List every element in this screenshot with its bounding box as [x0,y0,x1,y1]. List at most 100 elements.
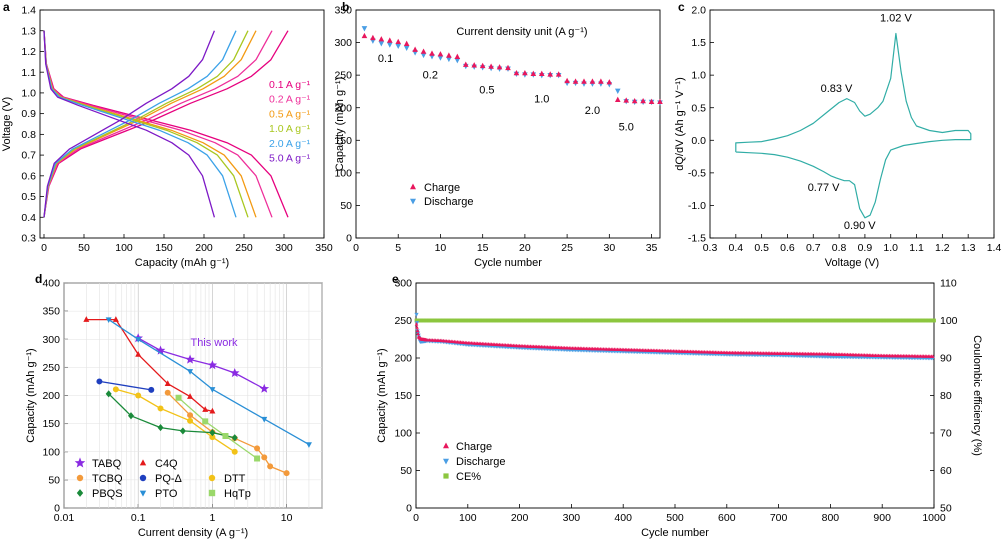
x-tick-label-d: 10 [281,512,293,524]
x-tick-label-e: 900 [873,512,891,524]
y-tick-label-c: 1.5 [691,37,706,49]
y-tick-label-c: 1.0 [691,70,706,82]
y-tick-label-d: 0 [54,503,60,515]
charge-point [513,69,520,76]
legend-entry-2: 0.5 A g⁻¹ [269,108,311,120]
series-point-0 [185,354,195,364]
rate-label-5: 5.0 [619,122,634,134]
series-point-0 [229,368,240,378]
y-tick-label-a: 1.2 [21,46,36,58]
charge-point [555,71,562,77]
y-tick-label-b: 250 [334,70,352,82]
charge-series [414,322,935,358]
charge-point [572,78,579,84]
y-tick-label-e: 250 [394,315,412,327]
series-point-4 [157,405,164,412]
discharge-point [614,88,621,94]
y-tick-label-c: 2.0 [691,5,706,17]
series-line-1 [86,318,213,412]
y-tick-label-a: 0.7 [21,150,36,162]
discharge-curve-4 [43,30,237,218]
series-point-1 [187,393,194,399]
y-tick-label-e: 50 [400,465,412,477]
charge-point [416,331,420,336]
y-tick-label-c: -1.0 [688,200,706,212]
x-tick-label-a: 250 [235,242,253,254]
discharge-point [378,41,385,47]
panel-b: 0 5 10 15 20 25 30 35050100150200250300350Cycle… [334,0,663,269]
y-axis-label-d: Capacity (mAh g⁻¹) [25,348,37,442]
charge-point [471,62,478,68]
plot-frame-a [39,9,325,239]
legend-marker-2 [76,474,84,482]
y-tick-label-a: 0.8 [21,129,36,141]
discharge-point [446,56,452,63]
legend-discharge-label: Discharge [424,196,474,208]
y-axis-label-b: Capacity (mAh g⁻¹) [334,77,346,171]
panel-label-e: e [392,272,399,286]
panel-e: 0 100 200 300 400 500 600 700 800 900 1000 0 50 100 15… [376,272,983,539]
series-point-0 [207,360,218,370]
series-point-4 [187,417,194,424]
legend-marker-5 [76,489,84,497]
y-tick-label-d: 250 [42,362,60,374]
y2-tick-label: 80 [940,390,952,402]
x-tick-label-a: 50 [78,242,90,254]
series-point-1 [209,407,216,414]
legend-marker-1 [139,459,147,466]
x-tick-label-c: 1.4 [987,242,1002,254]
charge-point [378,36,385,42]
legend-ce-marker [443,473,449,479]
y-axis-label-a: Voltage (V) [1,97,13,151]
x-tick-label-c: 0.3 [703,242,718,254]
legend-marker-7 [208,489,216,497]
discharge-point [386,42,393,48]
discharge-point [420,52,427,59]
series-point-0 [155,345,166,355]
x-tick-label-c: 0.4 [729,242,744,254]
legend-marker-3 [139,474,147,482]
x-tick-label-b: 20 [519,242,531,254]
series-point-4 [135,392,142,399]
x-tick-label-b: 30 [603,242,615,254]
series-line-6 [108,319,310,445]
legend-label-0: TABQ [92,458,122,470]
series-line-3 [99,380,152,391]
legend-label-3: PQ-Δ [155,473,183,485]
y2-tick-label: 60 [940,465,952,477]
ce-point [932,318,936,323]
panel-c: 0.3 0.4 0.5 0.6 0.7 0.8 0.9 1.0 1.1 1.2 1.3 1.4 -1.5… [674,0,1001,269]
panel-label-a: a [3,0,10,14]
x-tick-label-b: 10 [435,242,447,254]
y-tick-label-e: 100 [394,428,412,440]
x-axis-label-c: Voltage (V) [825,257,879,269]
series-point-2 [283,470,290,477]
x-tick-label-e: 400 [614,512,632,524]
y-tick-label-b: 0 [346,233,352,245]
panel-d: 0.01 0.1 1 10050100150200250300350400Curren… [25,272,323,539]
charge-point [606,79,613,85]
y-tick-label-b: 50 [340,200,352,212]
x-tick-label-c: 0.9 [858,242,873,254]
series-point-3 [148,386,155,393]
discharge-point [395,43,402,50]
y-tick-label-a: 1.4 [21,5,36,17]
rate-label-1: 0.2 [423,69,438,81]
rate-label-2: 0.5 [479,84,494,96]
charge-point [361,32,368,39]
x-tick-label-e: 800 [822,512,840,524]
legend-label-2: TCBQ [92,473,123,485]
y-tick-label-a: 0.5 [21,191,36,203]
chart-title: Current density unit (A g⁻¹) [456,26,587,38]
series-point-1 [112,316,119,322]
x-tick-label-a: 350 [315,242,333,254]
y-tick-label-a: 0.9 [21,108,36,120]
charge-point [437,51,444,57]
series-point-6 [135,337,142,343]
series-point-2 [164,389,171,396]
series-line-0 [137,337,265,390]
x-tick-label-a: 0 [41,242,47,254]
y-tick-label-d: 50 [48,474,60,486]
y-tick-label-d: 200 [42,390,60,402]
legend-label-7: HqTp [224,488,251,500]
